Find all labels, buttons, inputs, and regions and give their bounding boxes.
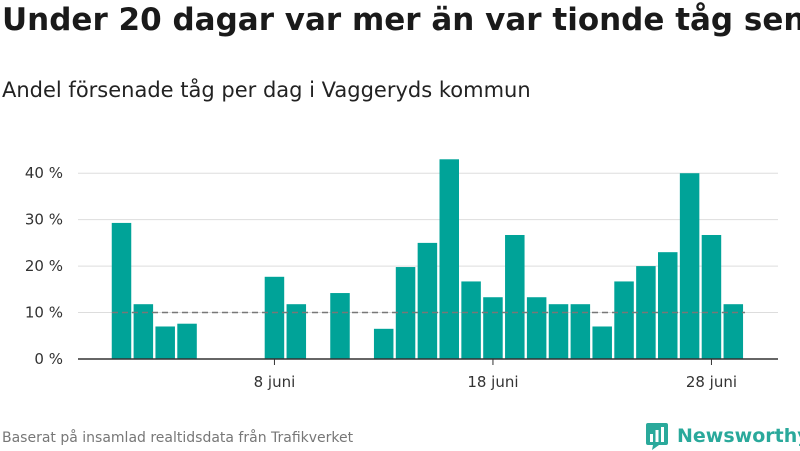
x-tick-label: 28 juni [686,373,737,391]
bar [723,304,744,359]
bar [461,281,481,359]
bar [548,304,569,359]
y-tick-label: 40 % [25,164,63,182]
bar [526,297,547,359]
y-tick-label: 20 % [25,257,63,275]
bar [373,328,394,359]
bar [286,304,307,359]
bar [417,242,438,359]
bar [155,326,175,359]
bar [701,234,722,359]
bar-chart: 0 % 10 % 20 % 30 % 40 % 8 juni 18 juni 28 juni [25,159,778,391]
bar [177,323,197,359]
bar [592,326,612,359]
x-tick-label: 18 juni [467,373,518,391]
bar [439,159,459,359]
bar [570,304,591,359]
bar [614,281,634,359]
chart-subtitle: Andel försenade tåg per dag i Vaggeryds … [2,78,531,102]
bar [264,276,285,359]
y-tick-label: 30 % [25,211,63,229]
bar [330,293,350,359]
brand-logo[interactable]: Newsworthy [645,421,800,451]
brand-name: Newsworthy [677,425,800,447]
bar [679,173,700,359]
bar [483,297,503,359]
y-tick-label: 0 % [34,350,63,368]
newsworthy-logo-icon [646,423,668,450]
bar [658,252,678,359]
source-note: Baserat på insamlad realtidsdata från Tr… [2,430,354,446]
x-tick-label: 8 juni [254,373,296,391]
chart-title: Under 20 dagar var mer än var tionde tåg… [2,2,800,38]
bar [505,234,525,359]
bar [133,304,154,359]
bar [111,222,132,359]
y-tick-label: 10 % [25,304,63,322]
